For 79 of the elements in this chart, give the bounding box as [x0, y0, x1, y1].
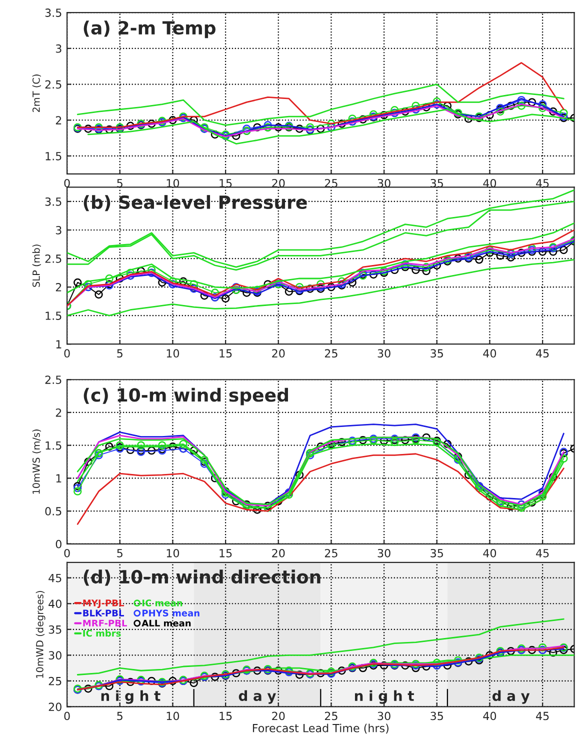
y-tick-label: 40 — [48, 600, 62, 608]
x-tick-label: 20 — [272, 548, 285, 558]
x-tick-label: 40 — [483, 178, 496, 188]
x-tick-label: 30 — [378, 349, 390, 358]
x-tick-label: 10 — [166, 548, 180, 558]
x-tick-label: 35 — [430, 178, 443, 188]
x-tick-label: 35 — [430, 712, 443, 720]
x-tick-label: 15 — [220, 712, 232, 720]
y-tick-label: 0 — [56, 540, 62, 548]
band-label: d a y — [238, 690, 276, 704]
y-tick-label: 1.5 — [46, 312, 62, 320]
y-tick-label: 2 — [56, 408, 62, 417]
y-tick-label: 25 — [48, 676, 62, 686]
chart-title: (a) 2-m Temp — [84, 20, 216, 38]
y-axis-title: SLP (mb) — [32, 244, 41, 287]
band-label: d a y — [492, 690, 530, 704]
y-axis-title: 10mWS (m/s) — [32, 430, 41, 494]
y-tick-label: 1 — [56, 474, 62, 482]
x-tick-label: 40 — [483, 349, 496, 358]
y-tick-label: 35 — [48, 625, 62, 634]
y-axis-title: 2mT (C) — [32, 74, 41, 112]
y-tick-label: 1 — [56, 340, 62, 348]
x-tick-label: 20 — [272, 349, 285, 358]
x-tick-label: 20 — [272, 712, 285, 720]
y-axis-title: 10mWD (degrees) — [36, 591, 46, 678]
legend-label: ALL mean — [142, 620, 191, 627]
x-tick-label: 30 — [378, 548, 390, 558]
band-label: n i g h t — [354, 690, 414, 704]
x-tick-label: 10 — [166, 712, 180, 720]
y-tick-label: 2.5 — [45, 376, 62, 384]
legend-label: PHYS mean — [142, 610, 200, 616]
x-tick-label: 25 — [324, 349, 338, 358]
x-tick-label: 25 — [324, 548, 338, 558]
x-tick-label: 35 — [430, 548, 443, 558]
y-tick-label: 2.5 — [45, 80, 62, 89]
x-tick-label: 0 — [64, 349, 70, 358]
y-tick-label: 3 — [56, 44, 62, 53]
x-tick-label: 40 — [483, 712, 496, 720]
x-tick-label: 45 — [536, 349, 549, 358]
y-tick-label: 30 — [48, 651, 62, 660]
chart-title: (d) 10-m wind direction — [84, 570, 320, 586]
x-tick-label: 10 — [166, 349, 180, 358]
y-tick-label: 3 — [56, 226, 62, 234]
x-tick-label: 30 — [378, 712, 390, 720]
band-label: n i g h t — [101, 690, 160, 704]
y-tick-label: 0.5 — [45, 507, 62, 516]
y-tick-label: 20 — [48, 702, 62, 712]
x-tick-label: 30 — [378, 178, 390, 188]
legend-label: IC mbrs — [83, 630, 121, 637]
y-tick-label: 45 — [48, 574, 62, 582]
y-tick-label: 2 — [56, 283, 62, 292]
x-tick-label: 35 — [430, 349, 443, 358]
x-tick-label: 0 — [64, 712, 70, 720]
x-tick-label: 45 — [536, 712, 549, 720]
y-tick-label: 3.5 — [45, 197, 62, 206]
x-axis-title: Forecast Lead Time (hrs) — [252, 724, 388, 734]
chart-title: (c) 10-m wind speed — [84, 388, 288, 406]
y-tick-label: 2 — [56, 116, 62, 124]
x-tick-label: 0 — [64, 548, 70, 558]
x-tick-label: 40 — [483, 548, 496, 558]
chart-title: (b) Sea-level Pressure — [84, 195, 307, 212]
legend-label: MYJ-PBL — [83, 600, 124, 608]
x-tick-label: 0 — [64, 178, 70, 188]
x-tick-label: 5 — [117, 712, 122, 720]
x-tick-label: 5 — [117, 179, 122, 188]
legend-label: IC mean — [142, 600, 182, 606]
x-tick-label: 5 — [117, 549, 122, 558]
legend-label: BLK-PBL — [83, 610, 124, 616]
x-tick-label: 5 — [117, 349, 122, 358]
x-tick-label: 25 — [324, 712, 338, 720]
y-tick-label: 2.5 — [45, 254, 62, 263]
x-tick-label: 15 — [220, 349, 232, 358]
legend-label: MRF-PBL — [83, 620, 127, 626]
y-tick-label: 1.5 — [46, 441, 62, 450]
x-tick-label: 15 — [220, 549, 232, 558]
x-tick-label: 45 — [536, 179, 549, 188]
x-tick-label: 45 — [536, 549, 549, 558]
y-tick-label: 1.5 — [46, 152, 62, 160]
y-tick-label: 3.5 — [45, 8, 62, 17]
